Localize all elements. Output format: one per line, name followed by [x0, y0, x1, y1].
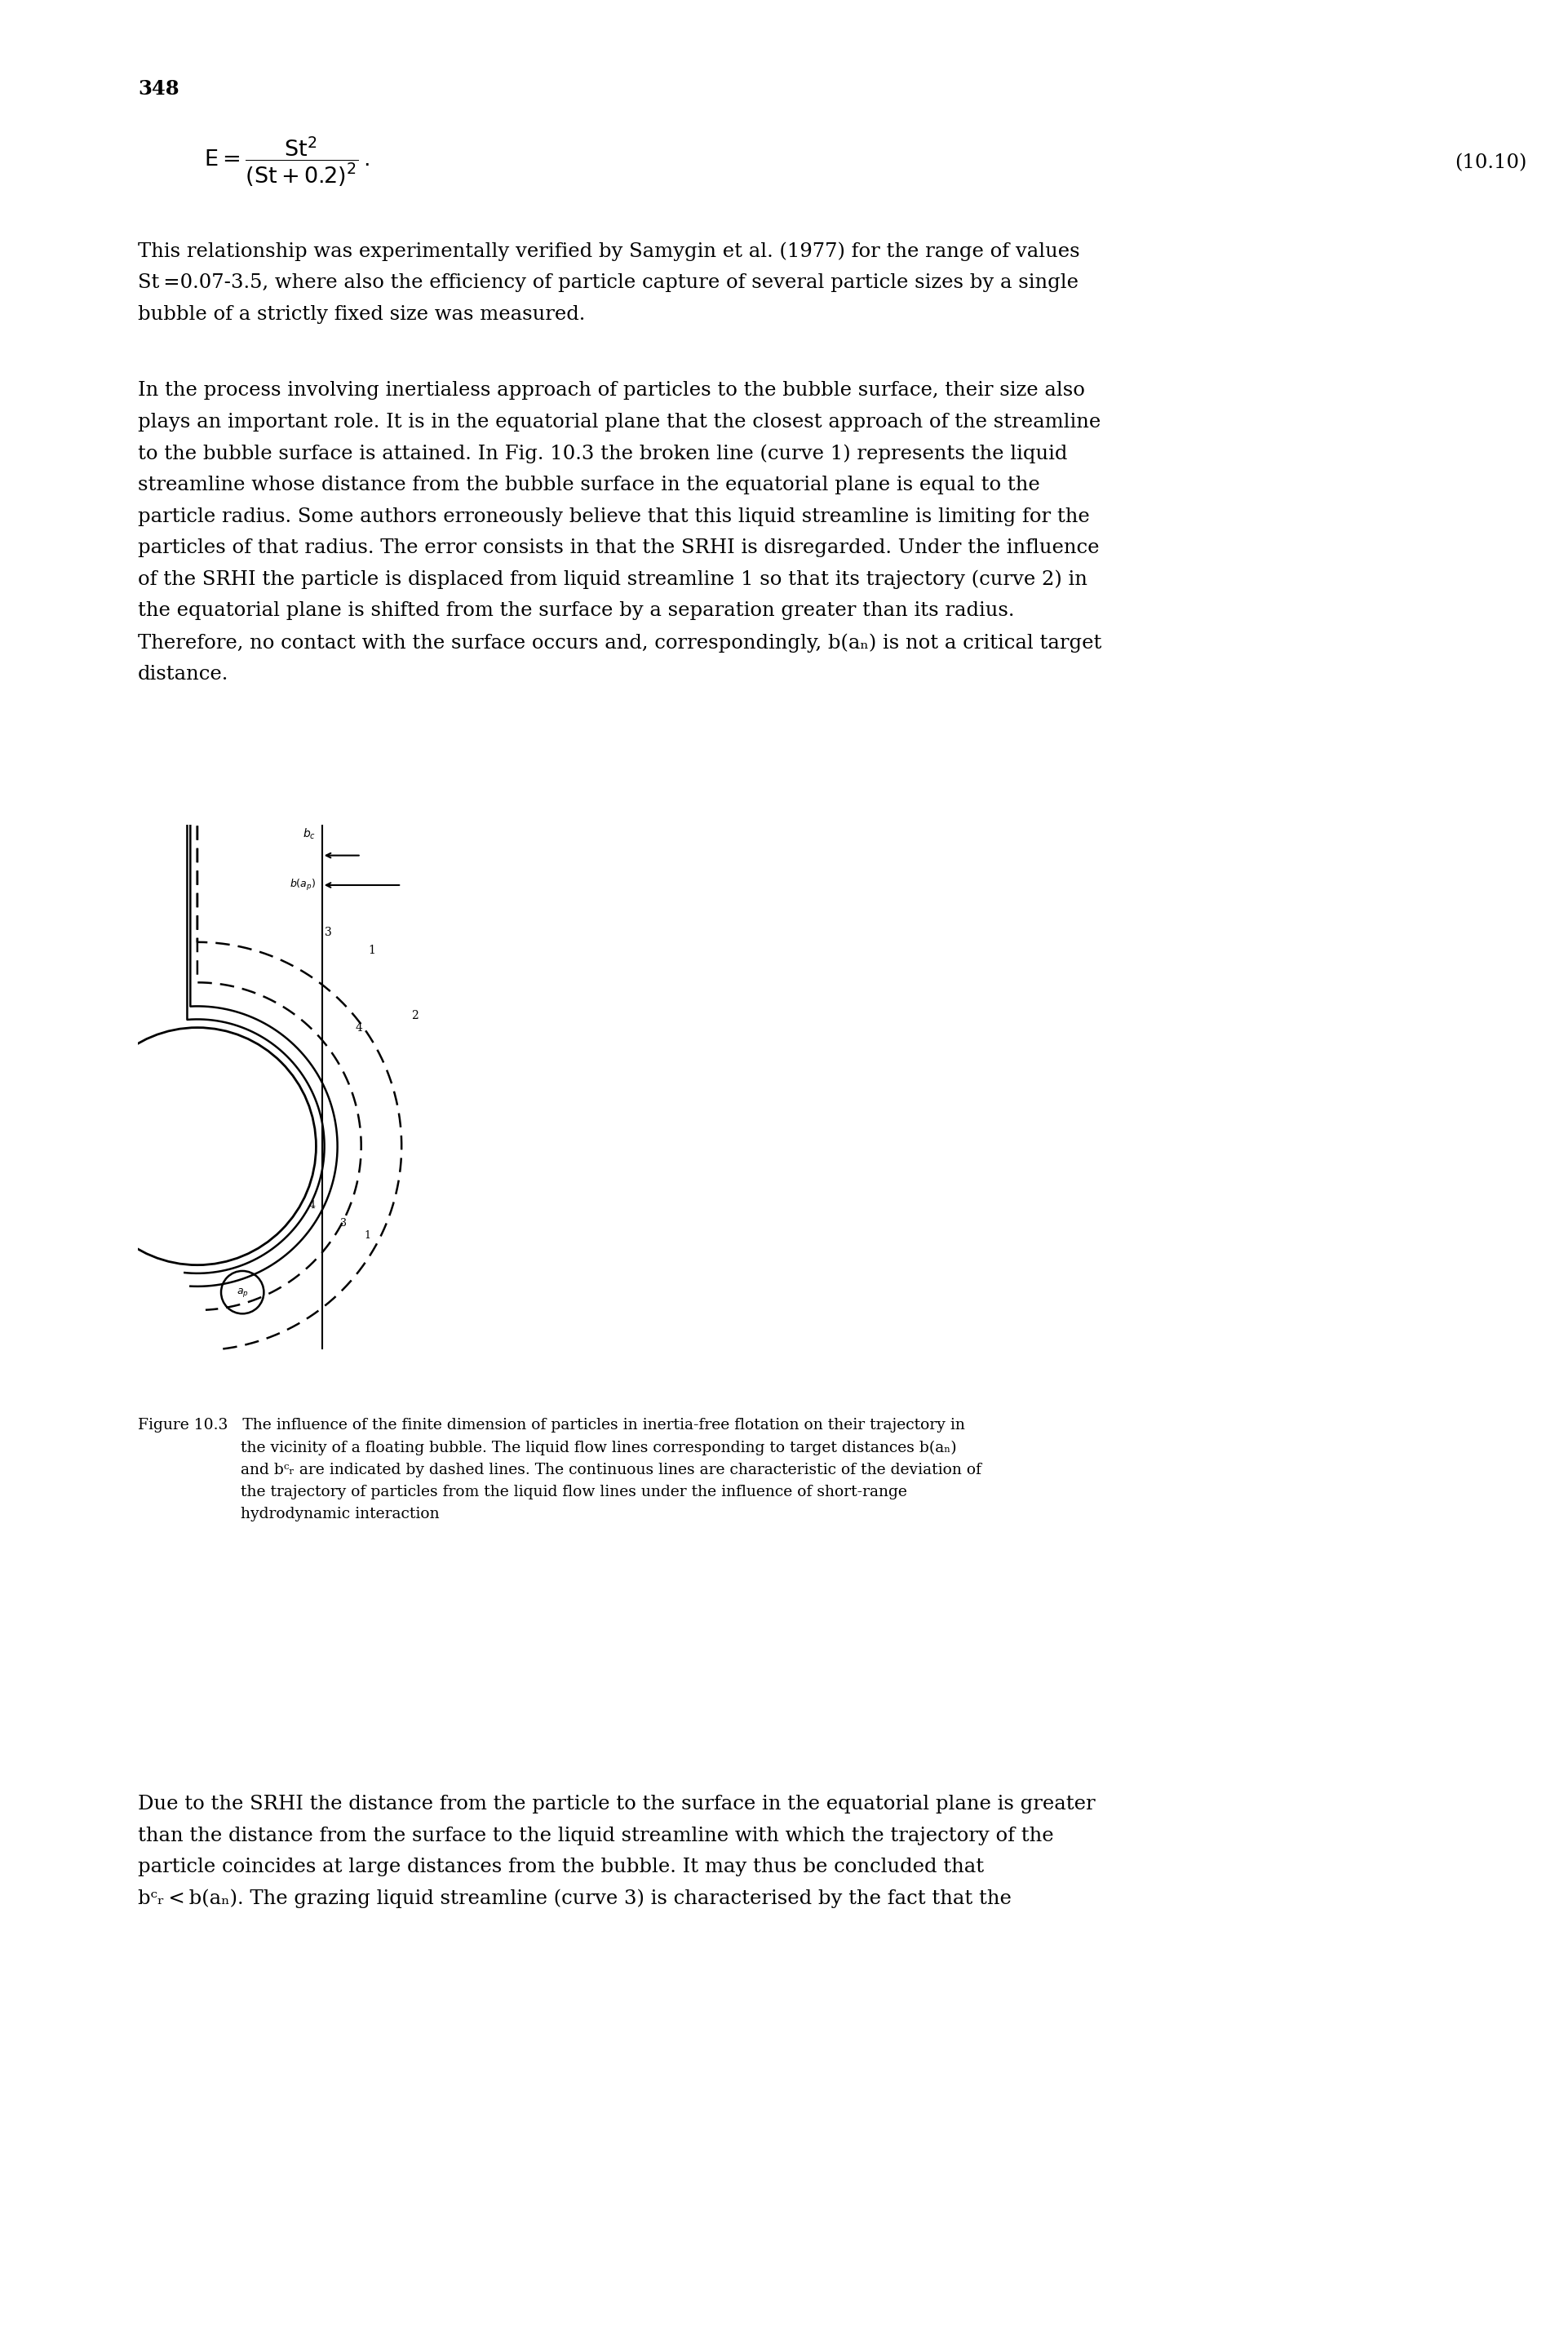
Text: (10.10): (10.10)	[1455, 153, 1527, 172]
Text: 1: 1	[368, 944, 376, 956]
Text: 3: 3	[340, 1218, 347, 1230]
Text: $\mathrm{E} = \dfrac{\mathrm{St}^{2}}{(\mathrm{St}+0.2)^{2}}\,.$: $\mathrm{E} = \dfrac{\mathrm{St}^{2}}{(\…	[204, 135, 370, 188]
Text: Due to the SRHI the distance from the particle to the surface in the equatorial : Due to the SRHI the distance from the pa…	[138, 1795, 1096, 1909]
Text: Figure 10.3   The influence of the finite dimension of particles in inertia-free: Figure 10.3 The influence of the finite …	[138, 1418, 982, 1521]
Text: 1: 1	[364, 1230, 370, 1242]
Text: 2: 2	[411, 1009, 419, 1021]
Text: $b(a_p)$: $b(a_p)$	[290, 879, 317, 893]
Text: 348: 348	[138, 79, 179, 98]
Text: This relationship was experimentally verified by Samygin et al. (1977) for the r: This relationship was experimentally ver…	[138, 242, 1080, 323]
Text: In the process involving inertialess approach of particles to the bubble surface: In the process involving inertialess app…	[138, 381, 1102, 684]
Text: $a_p$: $a_p$	[237, 1286, 248, 1297]
Text: $b_c$: $b_c$	[303, 828, 317, 842]
Text: 3: 3	[325, 928, 331, 939]
Text: 4: 4	[356, 1023, 362, 1032]
Text: 4: 4	[309, 1200, 315, 1211]
